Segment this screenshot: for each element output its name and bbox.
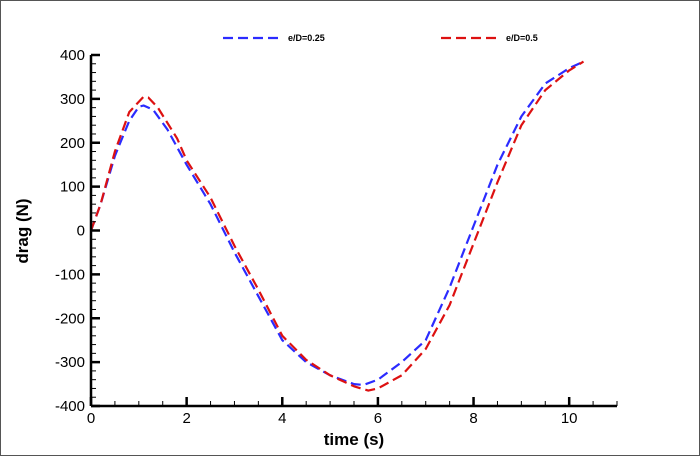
x-tick-label: 8 bbox=[469, 410, 477, 427]
y-tick-label: 400 bbox=[60, 47, 85, 64]
series-line-0 bbox=[89, 60, 584, 386]
y-tick-label: -400 bbox=[55, 398, 85, 415]
legend-label-0: e/D=0.25 bbox=[288, 33, 325, 43]
y-tick-label: 200 bbox=[60, 135, 85, 152]
legend: e/D=0.25 e/D=0.5 bbox=[223, 33, 538, 43]
x-axis-title: time (s) bbox=[324, 430, 384, 449]
series-group bbox=[89, 60, 585, 392]
x-tick-label: 2 bbox=[182, 410, 190, 427]
y-tick-label: 0 bbox=[77, 223, 85, 240]
x-tick-label: 10 bbox=[561, 410, 578, 427]
y-tick-label: -100 bbox=[55, 266, 85, 283]
x-tick-label: 6 bbox=[374, 410, 382, 427]
legend-label-1: e/D=0.5 bbox=[506, 33, 538, 43]
y-tick-label: -200 bbox=[55, 310, 85, 327]
y-axis-title: drag (N) bbox=[13, 198, 32, 263]
axes: 0 2 4 6 8 10 -400 -300 -200 -100 0 100 200 300 400 bbox=[55, 47, 618, 427]
y-tick-label: 100 bbox=[60, 179, 85, 196]
x-tick-label: 4 bbox=[278, 410, 286, 427]
series-line-1 bbox=[89, 60, 585, 392]
y-tick-label: 300 bbox=[60, 91, 85, 108]
y-tick-label: -300 bbox=[55, 354, 85, 371]
x-tick-label: 0 bbox=[87, 410, 95, 427]
